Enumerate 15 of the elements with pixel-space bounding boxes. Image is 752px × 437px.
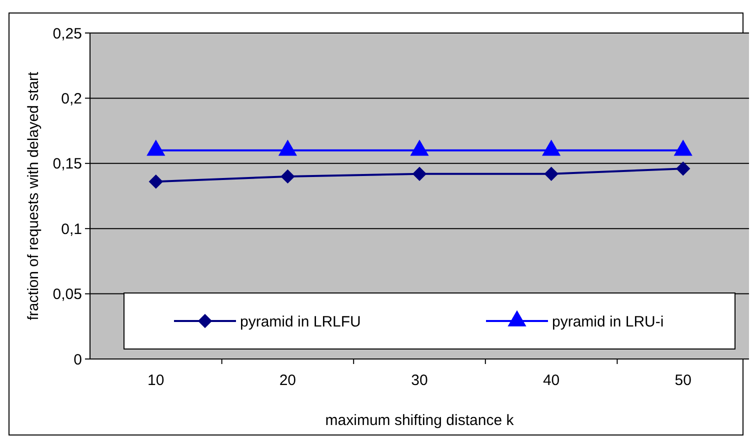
x-tick-label: 40	[542, 372, 560, 389]
x-tick-label: 20	[279, 372, 296, 389]
y-tick-label: 0,1	[61, 220, 82, 238]
y-tick-label: 0	[74, 351, 82, 368]
x-tick-label: 30	[411, 372, 428, 389]
x-tick-label: 10	[148, 372, 164, 389]
y-tick-label: 0,2	[61, 90, 82, 108]
legend-label: pyramid in LRLFU	[240, 313, 361, 330]
y-axis-title: fraction of requests with delayed start	[25, 70, 42, 320]
x-axis-title: maximum shifting distance k	[325, 412, 514, 429]
legend-label: pyramid in LRU-i	[552, 313, 664, 330]
y-tick-label: 0,25	[52, 25, 82, 42]
x-tick-label: 50	[674, 372, 692, 389]
y-tick-label: 0,15	[52, 156, 82, 173]
y-tick-label: 0,05	[52, 286, 82, 304]
